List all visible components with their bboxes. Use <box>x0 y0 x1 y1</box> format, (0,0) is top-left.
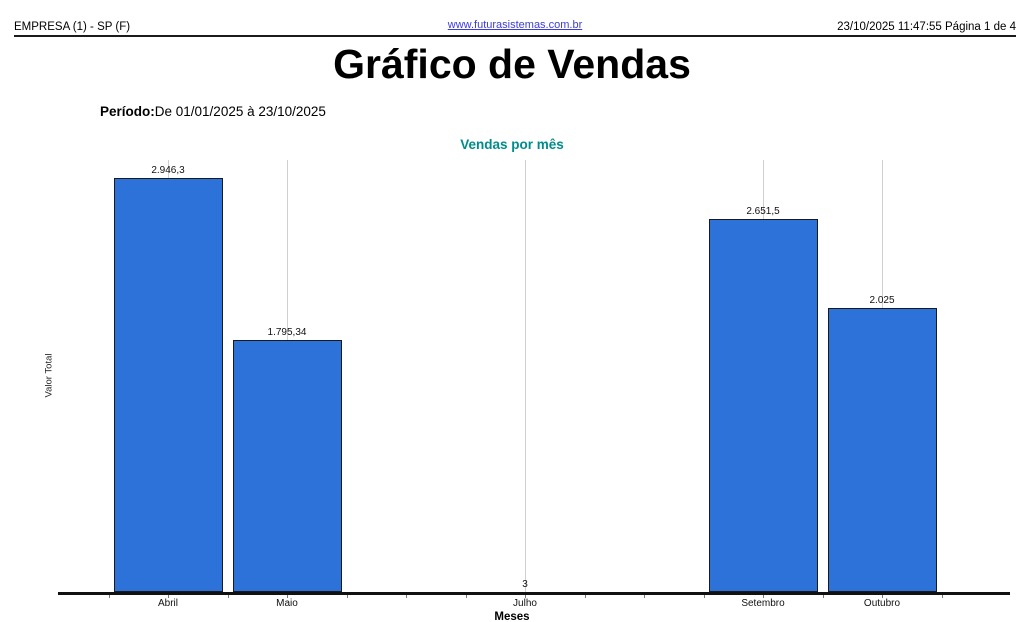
x-axis-label: Meses <box>494 611 530 622</box>
bar-outubro <box>827 307 937 592</box>
axis-tick <box>465 595 467 598</box>
axis-tick <box>584 595 586 598</box>
axis-tick <box>763 595 764 598</box>
axis-tick <box>525 595 526 598</box>
y-axis-label: Valor Total <box>43 353 55 398</box>
bar-value-label: 1.795,34 <box>267 326 307 338</box>
x-axis-line <box>58 592 1010 595</box>
bar-setembro <box>708 219 818 592</box>
axis-tick <box>941 595 943 598</box>
axis-tick <box>168 595 169 598</box>
period-line: Período:De 01/01/2025 à 23/10/2025 <box>100 104 326 119</box>
header-center: www.futurasistemas.com.br <box>14 19 1016 31</box>
bar-value-label: 2.946,3 <box>151 165 185 177</box>
axis-tick <box>703 595 705 598</box>
axis-tick <box>822 595 824 598</box>
axis-tick <box>644 595 645 598</box>
axis-tick <box>882 595 883 598</box>
axis-tick <box>108 595 110 598</box>
print-datetime: 23/10/2025 11:47:55 <box>837 21 942 33</box>
x-tick-label-abril: Abril <box>157 598 178 609</box>
period-value: De 01/01/2025 à 23/10/2025 <box>154 104 326 119</box>
header-datetime-page: 23/10/2025 11:47:55 Página 1 de 4 <box>837 21 1016 33</box>
bar-value-label: 3 <box>522 578 528 590</box>
x-tick-label-julho: Julho <box>513 598 537 609</box>
company-name: EMPRESA (1) - SP (F) <box>14 21 131 33</box>
x-tick-label-outubro: Outubro <box>863 598 901 609</box>
period-label: Período: <box>100 104 155 119</box>
page-number: Página 1 de 4 <box>945 21 1016 33</box>
axis-tick <box>346 595 348 598</box>
axis-tick <box>406 595 407 598</box>
bar-value-label: 2.651,5 <box>746 206 780 218</box>
website-link[interactable]: www.futurasistemas.com.br <box>447 19 583 31</box>
bar-maio <box>232 339 342 592</box>
report-header: EMPRESA (1) - SP (F) www.futurasistemas.… <box>14 0 1016 37</box>
chart-title: Vendas por mês <box>460 137 564 152</box>
x-tick-label-maio: Maio <box>276 598 298 609</box>
report-title: Gráfico de Vendas <box>333 41 691 87</box>
bar-abril <box>113 178 223 592</box>
gridline-julho <box>525 160 526 592</box>
axis-tick <box>287 595 288 598</box>
x-tick-label-setembro: Setembro <box>741 598 785 609</box>
axis-tick <box>227 595 229 598</box>
bar-value-label: 2.025 <box>869 294 895 306</box>
